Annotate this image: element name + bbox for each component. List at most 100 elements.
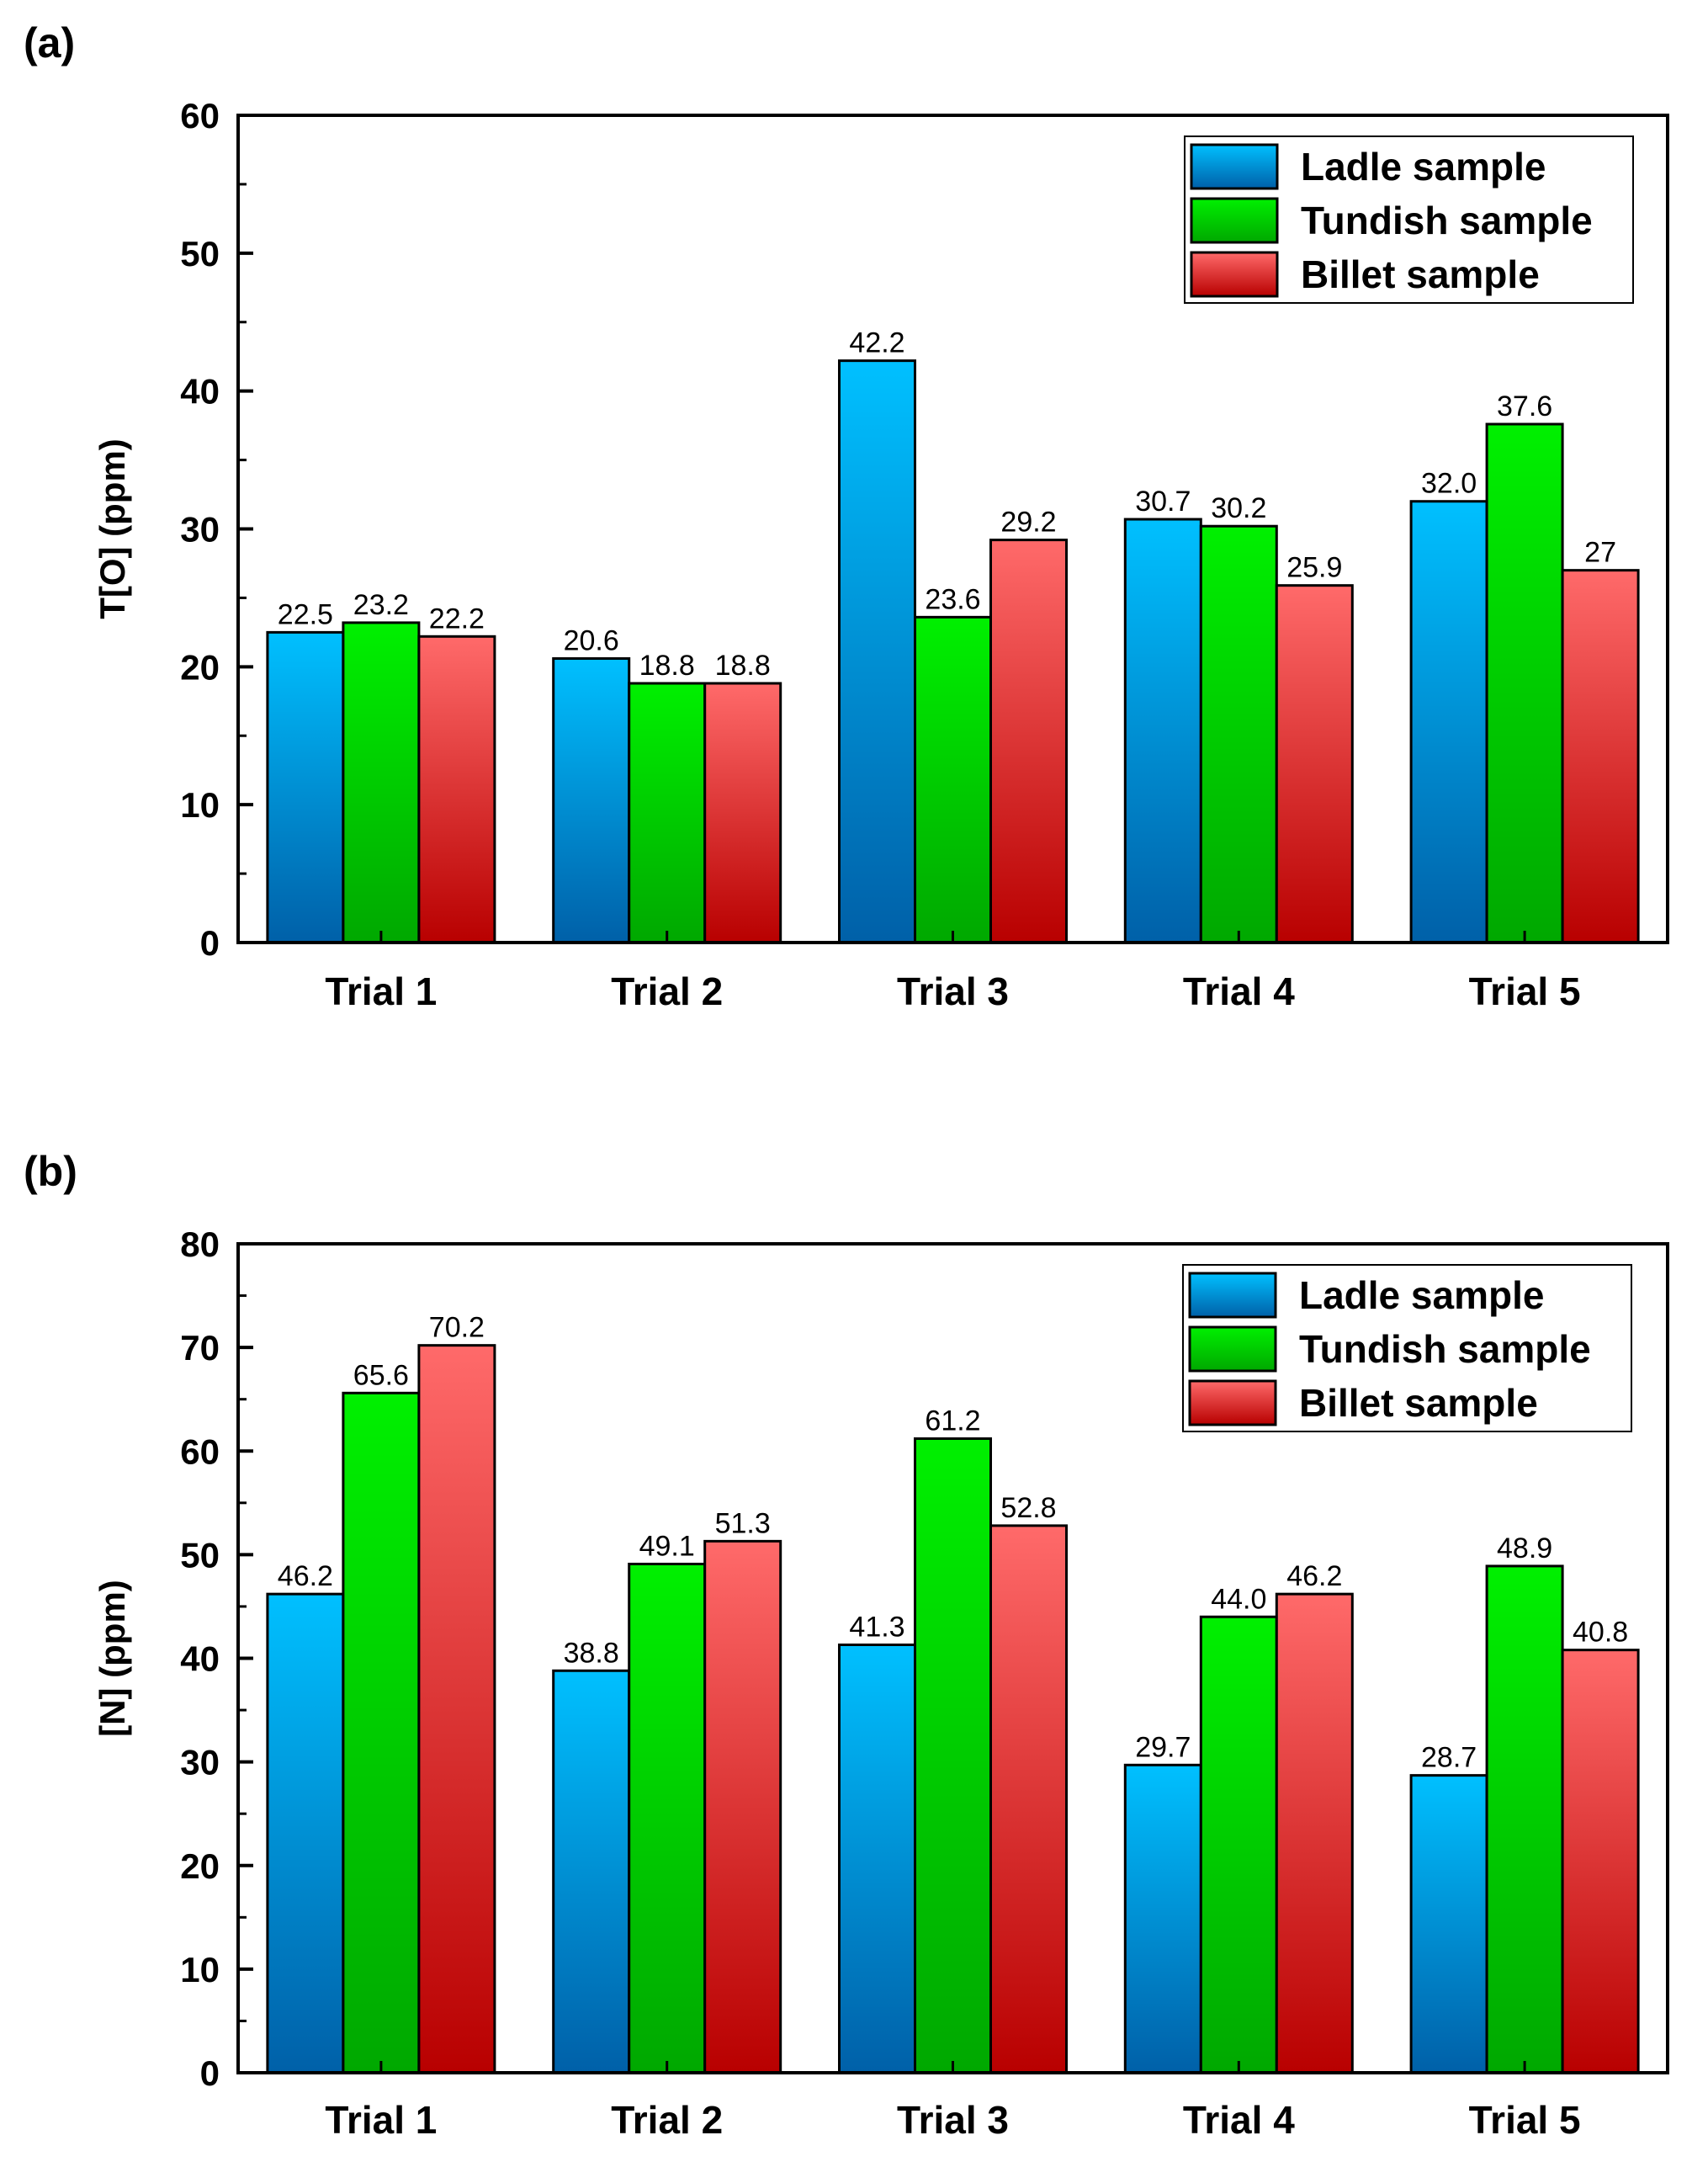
y-tick-label: 60 (180, 96, 220, 135)
y-tick-label: 10 (180, 785, 220, 825)
data-label-tundish-1: 23.2 (353, 589, 409, 621)
bar-ladle-1 (266, 630, 345, 944)
bar-billet-2 (703, 682, 782, 944)
bar-billet-5 (1561, 1649, 1640, 2074)
data-label-ladle-4: 30.7 (1135, 486, 1191, 518)
bar-ladle-4 (1123, 1763, 1202, 2074)
data-label-tundish-5: 48.9 (1497, 1532, 1552, 1564)
data-label-tundish-3: 23.6 (925, 583, 980, 615)
bar-ladle-5 (1409, 500, 1488, 944)
legend-label-billet: Billet sample (1301, 252, 1540, 296)
legend-label-tundish: Tundish sample (1299, 1327, 1591, 1371)
data-label-ladle-1: 22.5 (278, 598, 333, 630)
legend-label-ladle: Ladle sample (1301, 145, 1546, 189)
y-tick-label: 30 (180, 1743, 220, 1782)
y-tick-label: 20 (180, 1846, 220, 1886)
data-label-tundish-1: 65.6 (353, 1359, 409, 1391)
y-tick-label: 70 (180, 1328, 220, 1368)
bar-billet-2 (703, 1539, 782, 2074)
data-label-ladle-3: 41.3 (849, 1611, 904, 1643)
bar-billet-1 (417, 1344, 496, 2074)
bar-tundish-4 (1199, 524, 1278, 944)
data-label-tundish-2: 18.8 (639, 650, 695, 682)
bar-tundish-2 (628, 1562, 707, 2074)
legend: Ladle sample Tundish sample Billet sample (1182, 1264, 1632, 1432)
data-label-tundish-4: 30.2 (1211, 492, 1266, 524)
bar-tundish-5 (1485, 422, 1564, 944)
x-tick-label: Trial 1 (325, 2098, 437, 2142)
y-tick-label: 80 (180, 1224, 220, 1264)
bar-ladle-3 (838, 359, 916, 944)
data-label-billet-5: 27 (1584, 537, 1616, 569)
x-tick-label: Trial 5 (1469, 969, 1581, 1013)
x-tick-label: Trial 4 (1183, 969, 1295, 1013)
bar-tundish-5 (1485, 1564, 1564, 2074)
data-label-billet-1: 70.2 (429, 1312, 485, 1344)
data-label-ladle-5: 32.0 (1421, 468, 1477, 500)
x-tick-label: Trial 5 (1469, 2098, 1581, 2142)
bar-billet-4 (1275, 1592, 1354, 2074)
bar-billet-3 (989, 1524, 1068, 2074)
y-tick-label: 0 (200, 2053, 220, 2093)
x-tick-label: Trial 3 (897, 2098, 1009, 2142)
legend-label-tundish: Tundish sample (1301, 199, 1593, 242)
legend-swatch-billet (1190, 251, 1279, 298)
chart-a: 22.5 20.6 42.2 30.7 32.0 23.2 18.8 23.6 30.2 37.6… (93, 96, 1669, 1013)
bar-billet-4 (1275, 584, 1354, 944)
x-tick-label: Trial 4 (1183, 2098, 1295, 2142)
data-label-billet-4: 46.2 (1286, 1560, 1342, 1592)
data-label-billet-4: 25.9 (1286, 552, 1342, 584)
bar-tundish-3 (914, 1437, 992, 2074)
chart-b: 46.2 38.8 41.3 29.7 28.7 65.6 49.1 61.2 44.0 48.9… (93, 1224, 1669, 2142)
y-tick-label: 0 (200, 923, 220, 963)
bar-billet-5 (1561, 569, 1640, 944)
y-tick-label: 30 (180, 510, 220, 550)
bar-tundish-1 (342, 621, 421, 944)
panel-label-a: (a) (24, 19, 76, 66)
y-axis-title: [N] (ppm) (93, 1580, 132, 1737)
bar-tundish-1 (342, 1391, 421, 2074)
legend-swatch-tundish (1190, 197, 1279, 244)
data-label-tundish-4: 44.0 (1211, 1583, 1266, 1615)
legend-label-ladle: Ladle sample (1299, 1273, 1544, 1317)
legend-swatch-billet (1188, 1379, 1277, 1426)
data-label-billet-2: 18.8 (715, 650, 771, 682)
bar-billet-1 (417, 635, 496, 944)
data-label-ladle-1: 46.2 (278, 1560, 333, 1592)
data-label-ladle-5: 28.7 (1421, 1742, 1477, 1774)
data-label-billet-2: 51.3 (715, 1507, 771, 1539)
y-tick-label: 60 (180, 1431, 220, 1471)
legend: Ladle sample Tundish sample Billet sample (1184, 135, 1634, 304)
legend-swatch-ladle (1188, 1272, 1277, 1319)
data-label-billet-5: 40.8 (1573, 1617, 1628, 1649)
data-label-ladle-2: 38.8 (564, 1637, 619, 1669)
x-tick-label: Trial 2 (611, 969, 723, 1013)
bar-ladle-2 (552, 1669, 631, 2074)
data-label-ladle-4: 29.7 (1135, 1731, 1191, 1763)
bar-tundish-3 (914, 615, 992, 944)
legend-label-billet: Billet sample (1299, 1381, 1538, 1425)
y-tick-label: 40 (180, 1639, 220, 1679)
y-tick-label: 50 (180, 1535, 220, 1575)
y-tick-label: 50 (180, 234, 220, 274)
data-label-tundish-2: 49.1 (639, 1530, 695, 1562)
legend-swatch-tundish (1188, 1325, 1277, 1373)
y-tick-label: 40 (180, 372, 220, 412)
bar-billet-3 (989, 539, 1068, 944)
bar-ladle-1 (266, 1592, 345, 2074)
data-label-ladle-2: 20.6 (564, 625, 619, 657)
y-tick-label: 20 (180, 647, 220, 687)
x-tick-label: Trial 2 (611, 2098, 723, 2142)
x-tick-label: Trial 3 (897, 969, 1009, 1013)
data-label-ladle-3: 42.2 (849, 327, 904, 359)
panel-label-b: (b) (24, 1148, 77, 1195)
y-axis-title: T[O] (ppm) (93, 438, 132, 619)
legend-swatch-ladle (1190, 143, 1279, 190)
data-label-billet-3: 52.8 (1000, 1492, 1056, 1524)
bar-ladle-2 (552, 657, 631, 944)
data-label-billet-1: 22.2 (429, 603, 485, 635)
bar-ladle-4 (1123, 518, 1202, 944)
data-label-tundish-5: 37.6 (1497, 390, 1552, 422)
y-tick-label: 10 (180, 1950, 220, 1989)
